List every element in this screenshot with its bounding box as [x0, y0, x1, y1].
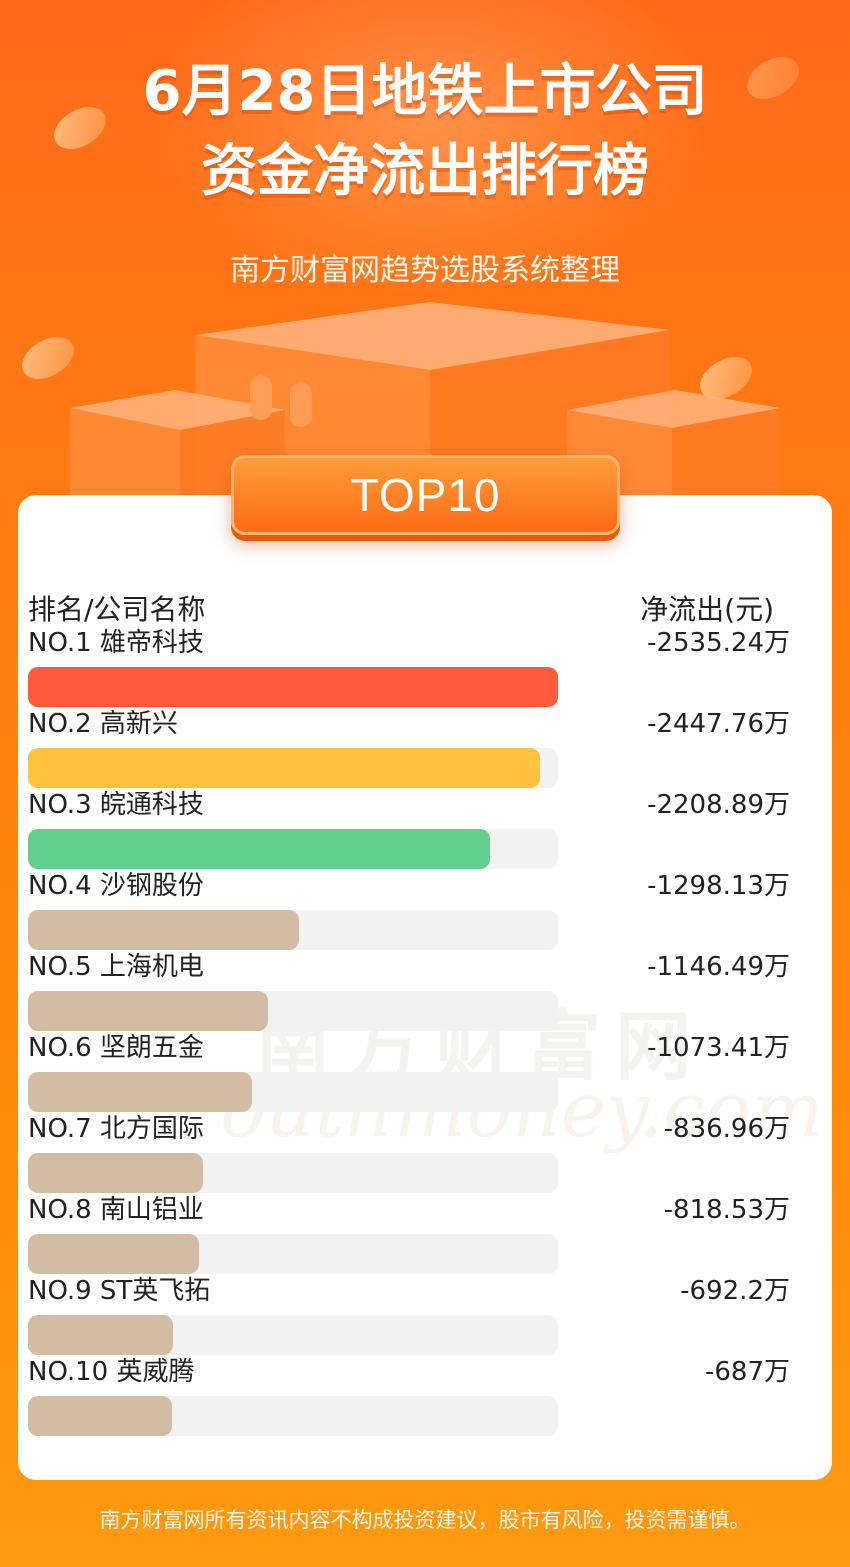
outflow-value-label: -1073.41万: [647, 1033, 790, 1063]
company-label: NO.9 ST英飞拓: [28, 1276, 211, 1306]
hero-banner: 6月28日地铁上市公司 资金净流出排行榜 南方财富网趋势选股系统整理: [0, 0, 850, 520]
company-label: NO.5 上海机电: [28, 952, 204, 982]
page-title-line2: 资金净流出排行榜: [201, 139, 649, 204]
hero-glow: [150, 0, 710, 300]
ranking-row: NO.10 英威腾 -687万: [0, 1354, 850, 1436]
outflow-value-label: -1298.13万: [647, 871, 790, 901]
ranking-row: NO.5 上海机电 -1146.49万: [0, 949, 850, 1031]
bar-track: [28, 910, 558, 950]
outflow-bar: [28, 991, 268, 1031]
outflow-value-label: -687万: [704, 1357, 790, 1387]
top10-badge: TOP10: [231, 455, 620, 535]
bar-track: [28, 1315, 558, 1355]
company-label: NO.10 英威腾: [28, 1357, 195, 1387]
bar-track: [28, 1396, 558, 1436]
company-label: NO.2 高新兴: [28, 709, 178, 739]
outflow-bar: [28, 910, 300, 950]
outflow-value-label: -2208.89万: [647, 790, 790, 820]
company-label: NO.7 北方国际: [28, 1114, 204, 1144]
outflow-bar: [28, 1153, 203, 1193]
company-label: NO.8 南山铝业: [28, 1195, 204, 1225]
ranking-row: NO.7 北方国际 -836.96万: [0, 1111, 850, 1193]
outflow-value-label: -818.53万: [663, 1195, 790, 1225]
page-title-line1: 6月28日地铁上市公司: [142, 59, 708, 124]
bar-track: [28, 991, 558, 1031]
outflow-bar: [28, 667, 558, 707]
outflow-bar: [28, 1396, 172, 1436]
column-header-company: 排名/公司名称: [28, 593, 206, 626]
company-label: NO.6 坚朗五金: [28, 1033, 204, 1063]
ranking-row: NO.4 沙钢股份 -1298.13万: [0, 868, 850, 950]
disclaimer-footer: 南方财富网所有资讯内容不构成投资建议，股市有风险，投资需谨慎。: [99, 1508, 751, 1532]
top10-badge-label: TOP10: [350, 469, 501, 521]
company-label: NO.4 沙钢股份: [28, 871, 204, 901]
outflow-bar: [28, 1072, 253, 1112]
bar-track: [28, 1153, 558, 1193]
outflow-value-label: -692.2万: [680, 1276, 790, 1306]
outflow-value-label: -2535.24万: [647, 628, 790, 658]
ranking-row: NO.2 高新兴 -2447.76万: [0, 706, 850, 788]
bar-track: [28, 1234, 558, 1274]
ranking-row: NO.9 ST英飞拓 -692.2万: [0, 1273, 850, 1355]
bar-track: [28, 829, 558, 869]
company-label: NO.3 皖通科技: [28, 790, 204, 820]
ranking-row: NO.1 雄帝科技 -2535.24万: [0, 625, 850, 707]
ranking-row: NO.8 南山铝业 -818.53万: [0, 1192, 850, 1274]
ranking-row: NO.3 皖通科技 -2208.89万: [0, 787, 850, 869]
bar-track: [28, 667, 558, 707]
outflow-bar: [28, 1315, 173, 1355]
outflow-value-label: -836.96万: [663, 1114, 790, 1144]
bar-track: [28, 748, 558, 788]
column-header-outflow: 净流出(元): [640, 593, 774, 626]
outflow-value-label: -1146.49万: [647, 952, 790, 982]
bar-track: [28, 1072, 558, 1112]
ranking-row: NO.6 坚朗五金 -1073.41万: [0, 1030, 850, 1112]
outflow-value-label: -2447.76万: [647, 709, 790, 739]
outflow-bar: [28, 1234, 200, 1274]
company-label: NO.1 雄帝科技: [28, 628, 204, 658]
outflow-bar: [28, 748, 540, 788]
outflow-bar: [28, 829, 490, 869]
page-subtitle: 南方财富网趋势选股系统整理: [230, 253, 620, 288]
